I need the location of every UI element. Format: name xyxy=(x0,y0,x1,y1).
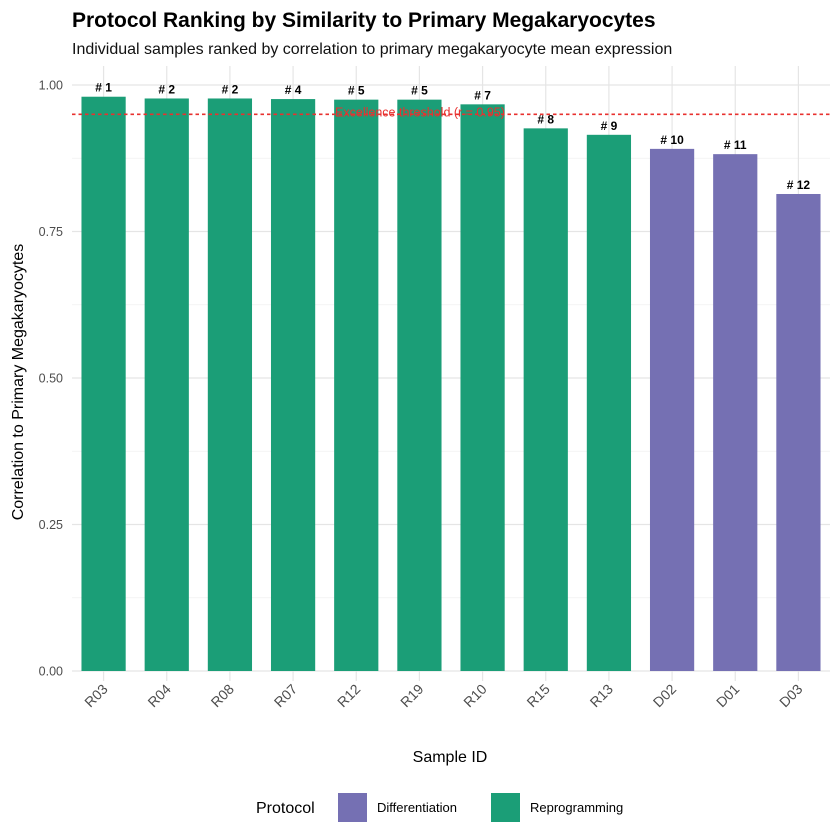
x-tick-label: R15 xyxy=(523,681,553,711)
bar-d02 xyxy=(649,148,695,671)
x-tick-label: R13 xyxy=(587,681,617,711)
y-tick-label: 0.75 xyxy=(39,225,63,239)
bar-r03 xyxy=(81,96,126,672)
x-tick-label: R12 xyxy=(334,681,364,711)
bar-r07 xyxy=(270,99,316,671)
x-tick-label: D01 xyxy=(713,681,743,711)
chart-title: Protocol Ranking by Similarity to Primar… xyxy=(72,9,656,32)
x-tick-label: R03 xyxy=(81,681,111,711)
rank-label: # 8 xyxy=(537,112,554,126)
y-tick-label: 0.00 xyxy=(39,665,63,679)
y-tick-label: 0.25 xyxy=(39,518,63,532)
y-axis: 0.00 0.25 0.50 0.75 1.00 xyxy=(39,79,63,679)
bar-d03 xyxy=(776,193,821,671)
bar-r10 xyxy=(460,104,505,671)
legend-items: Differentiation Reprogramming xyxy=(338,793,623,822)
rank-label: # 5 xyxy=(411,84,428,98)
legend-label-reprogramming: Reprogramming xyxy=(530,800,623,815)
rank-label: # 4 xyxy=(285,83,302,97)
x-tick-label: R04 xyxy=(144,681,174,711)
x-tick-label: R08 xyxy=(208,681,238,711)
bar-r13 xyxy=(586,134,632,671)
y-tick-label: 1.00 xyxy=(39,79,63,93)
x-axis-title: Sample ID xyxy=(413,749,488,766)
rank-label: # 10 xyxy=(660,133,684,147)
x-tick-label: D03 xyxy=(776,681,806,711)
x-tick-label: R07 xyxy=(271,681,301,711)
bars xyxy=(81,96,821,672)
threshold-label: Excellence threshold (r = 0.95) xyxy=(335,105,505,119)
x-tick-label: R10 xyxy=(460,681,490,711)
bar-r15 xyxy=(523,128,568,671)
threshold-layer: Excellence threshold (r = 0.95) xyxy=(72,105,830,119)
rank-labels: # 1 # 2 # 2 # 4 # 5 # 5 # 7 # 8 # 9 # 10 # 11 # 12 xyxy=(95,81,810,192)
x-tick-label: R19 xyxy=(397,681,427,711)
rank-label: # 11 xyxy=(724,138,747,152)
legend-label-differentiation: Differentiation xyxy=(377,800,457,815)
x-tick-label: D02 xyxy=(650,681,680,711)
x-axis: R03 R04 R08 R07 R12 R19 R10 R15 R13 D02 D01 D03 xyxy=(81,681,805,711)
y-tick-label: 0.50 xyxy=(39,372,63,386)
rank-label: # 7 xyxy=(474,88,491,102)
legend: Protocol Differentiation Reprogramming xyxy=(256,793,623,822)
bar-r19 xyxy=(397,99,442,671)
legend-title: Protocol xyxy=(256,800,315,817)
chart-subtitle: Individual samples ranked by correlation… xyxy=(72,41,672,58)
rank-label: # 2 xyxy=(222,82,239,96)
rank-label: # 12 xyxy=(787,178,811,192)
legend-swatch-differentiation xyxy=(338,793,367,822)
rank-label: # 9 xyxy=(601,119,618,133)
rank-label: # 2 xyxy=(158,82,175,96)
bar-r08 xyxy=(207,98,253,671)
rank-label: # 5 xyxy=(348,84,365,98)
rank-label: # 1 xyxy=(95,81,112,95)
bar-r12 xyxy=(334,99,379,671)
bar-r04 xyxy=(144,98,189,671)
bar-d01 xyxy=(713,154,758,671)
legend-swatch-reprogramming xyxy=(491,793,520,822)
y-axis-title: Correlation to Primary Megakaryocytes xyxy=(10,244,27,521)
